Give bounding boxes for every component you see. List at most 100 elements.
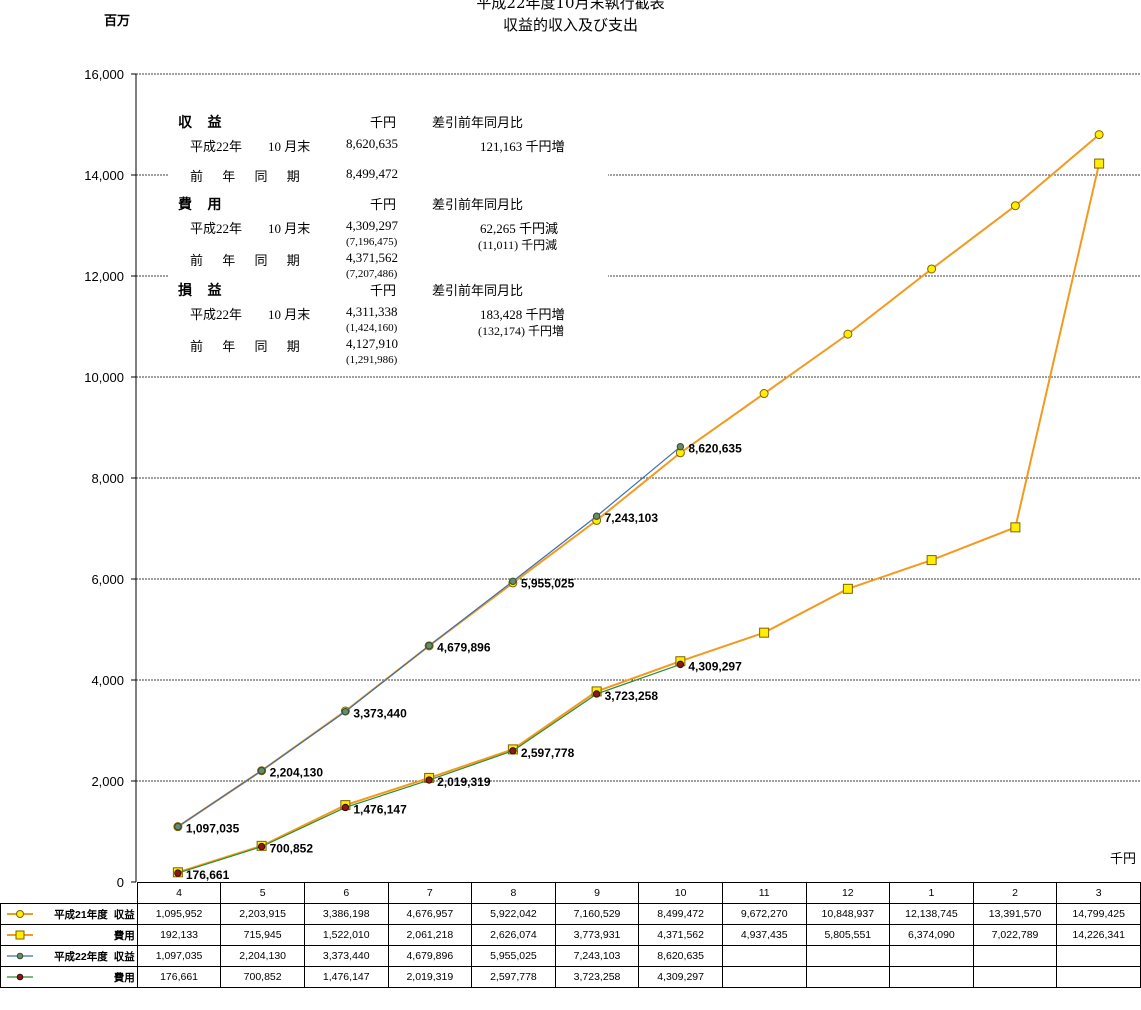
legend-item-label: 収益: [113, 908, 135, 921]
table-cell: 3,373,440: [303, 945, 389, 967]
data-point-marker: [174, 822, 182, 831]
data-label: 8,620,635: [688, 442, 742, 456]
data-label: 4,309,297: [688, 659, 742, 673]
expense-current-sub: (7,196,475): [346, 236, 398, 248]
data-point-marker: [1094, 130, 1104, 140]
table-cell: 8,620,635: [638, 945, 723, 967]
table-cell: 7,243,103: [554, 945, 640, 967]
data-label: 3,723,258: [605, 689, 659, 703]
legend-item-label: 費用: [113, 971, 135, 984]
data-table: 4 5 6 7 8 9 10 11 12 1 2 3 平成21年度 収益 1,095,952 2,203,91…: [0, 882, 1141, 988]
data-point-marker: [843, 329, 853, 339]
profit-header: 損 益: [178, 284, 228, 299]
data-point-marker: [1094, 158, 1105, 169]
table-cell: 2,203,915: [220, 903, 305, 925]
revenue-current-month: 10 月末: [268, 139, 311, 154]
profit-prev-value: 4,127,910: [346, 336, 398, 351]
table-header-cell: 1: [889, 882, 974, 904]
table-cell: 2,019,319: [387, 966, 473, 988]
table-cell: 2,626,074: [471, 924, 556, 946]
revenue-current-value: 8,620,635: [346, 136, 398, 151]
expense-current-value: 4,309,297: [346, 218, 398, 233]
table-cell: 3,386,198: [303, 903, 389, 925]
data-point-marker: [1010, 201, 1020, 211]
data-point-marker: [509, 747, 517, 755]
data-point-marker: [592, 690, 601, 698]
summary-box: 収 益 千円 差引前年同月比 平成22年 10 月末 8,620,635 121…: [168, 112, 608, 368]
table-cell: 14,799,425: [1056, 903, 1141, 925]
profit-diff: 183,428 千円増: [480, 307, 565, 322]
table-row: 費用 192,133 715,945 1,522,010 2,061,218 2,626,…: [0, 924, 1141, 946]
table-cell: 4,676,957: [387, 903, 473, 925]
data-point-marker: [425, 641, 433, 650]
profit-current-value: 4,311,338: [346, 304, 398, 319]
expense-prev-sub: (7,207,486): [346, 268, 398, 280]
expense-unit: 千円: [370, 197, 397, 212]
table-cell: 7,022,789: [972, 924, 1058, 946]
table-cell: [972, 945, 1058, 967]
table-cell: 176,661: [136, 966, 222, 988]
profit-prev-label: 前 年 同 期: [190, 339, 308, 354]
y-tick-label: 8,000: [91, 471, 124, 486]
data-label: 1,476,147: [353, 802, 407, 816]
data-label: 3,373,440: [353, 707, 407, 721]
data-point-marker: [341, 803, 350, 812]
data-label: 176,661: [186, 868, 230, 882]
table-cell: 5,922,042: [471, 903, 556, 925]
revenue-prev-value: 8,499,472: [346, 166, 398, 181]
legend-year-label: 平成21年度: [54, 908, 108, 921]
table-cell: 1,095,952: [136, 903, 222, 925]
y-tick-label: 14,000: [84, 168, 124, 183]
table-cell: 1,097,035: [136, 945, 222, 967]
table-cell: 9,672,270: [721, 903, 807, 925]
series-line-2: [177, 446, 681, 828]
profit-current-month: 10 月末: [268, 307, 311, 322]
legend-cell: 費用: [0, 924, 138, 946]
table-cell: 7,160,529: [554, 903, 640, 925]
data-point-marker: [592, 512, 601, 520]
data-label: 7,243,103: [605, 511, 659, 525]
y-tick-label: 12,000: [84, 269, 124, 284]
data-point-marker: [341, 707, 350, 716]
revenue-unit: 千円: [370, 115, 397, 130]
data-label: 2,204,130: [270, 766, 324, 780]
table-cell: 14,226,341: [1056, 924, 1141, 946]
profit-diff-sub: (132,174) 千円増: [478, 324, 564, 338]
data-point-marker: [676, 660, 685, 669]
table-cell: [1056, 945, 1141, 967]
y-tick-label: 4,000: [91, 673, 124, 688]
data-point-marker: [174, 869, 182, 877]
table-cell: [889, 945, 974, 967]
table-cell: 3,773,931: [554, 924, 640, 946]
y-tick-label: 10,000: [84, 370, 124, 385]
expense-prev-label: 前 年 同 期: [190, 253, 308, 268]
revenue-current-label: 平成22年: [190, 139, 243, 154]
table-header-cell: 8: [471, 882, 556, 904]
expense-diff-label: 差引前年同月比: [432, 197, 524, 212]
data-point-marker: [926, 555, 937, 566]
table-header-cell: 4: [136, 882, 222, 904]
revenue-prev-label: 前 年 同 期: [190, 169, 308, 184]
data-label: 4,679,896: [437, 641, 491, 655]
table-header-cell: 12: [805, 882, 891, 904]
legend-cell: 平成21年度 収益: [0, 903, 138, 925]
table-header-cell: 2: [972, 882, 1058, 904]
data-point-marker: [257, 766, 266, 775]
y-tick-label: 6,000: [91, 572, 124, 587]
chart-subtitle: 収益的収入及び支出: [502, 16, 638, 34]
profit-unit: 千円: [370, 283, 397, 298]
revenue-diff: 121,163 千円増: [480, 139, 565, 154]
data-label: 2,019,319: [437, 775, 491, 789]
expense-header: 費 用: [178, 198, 228, 213]
expense-diff: 62,265 千円減: [480, 221, 559, 236]
data-point-marker: [257, 842, 266, 851]
table-cell: [889, 966, 974, 988]
table-cell: 192,133: [136, 924, 222, 946]
data-point-marker: [759, 389, 769, 399]
table-cell: 715,945: [220, 924, 305, 946]
table-cell: 12,138,745: [889, 903, 974, 925]
profit-current-label: 平成22年: [190, 307, 243, 322]
table-header-cell: 11: [721, 882, 807, 904]
table-header-cell: 10: [638, 882, 723, 904]
data-point-marker: [1010, 522, 1021, 533]
